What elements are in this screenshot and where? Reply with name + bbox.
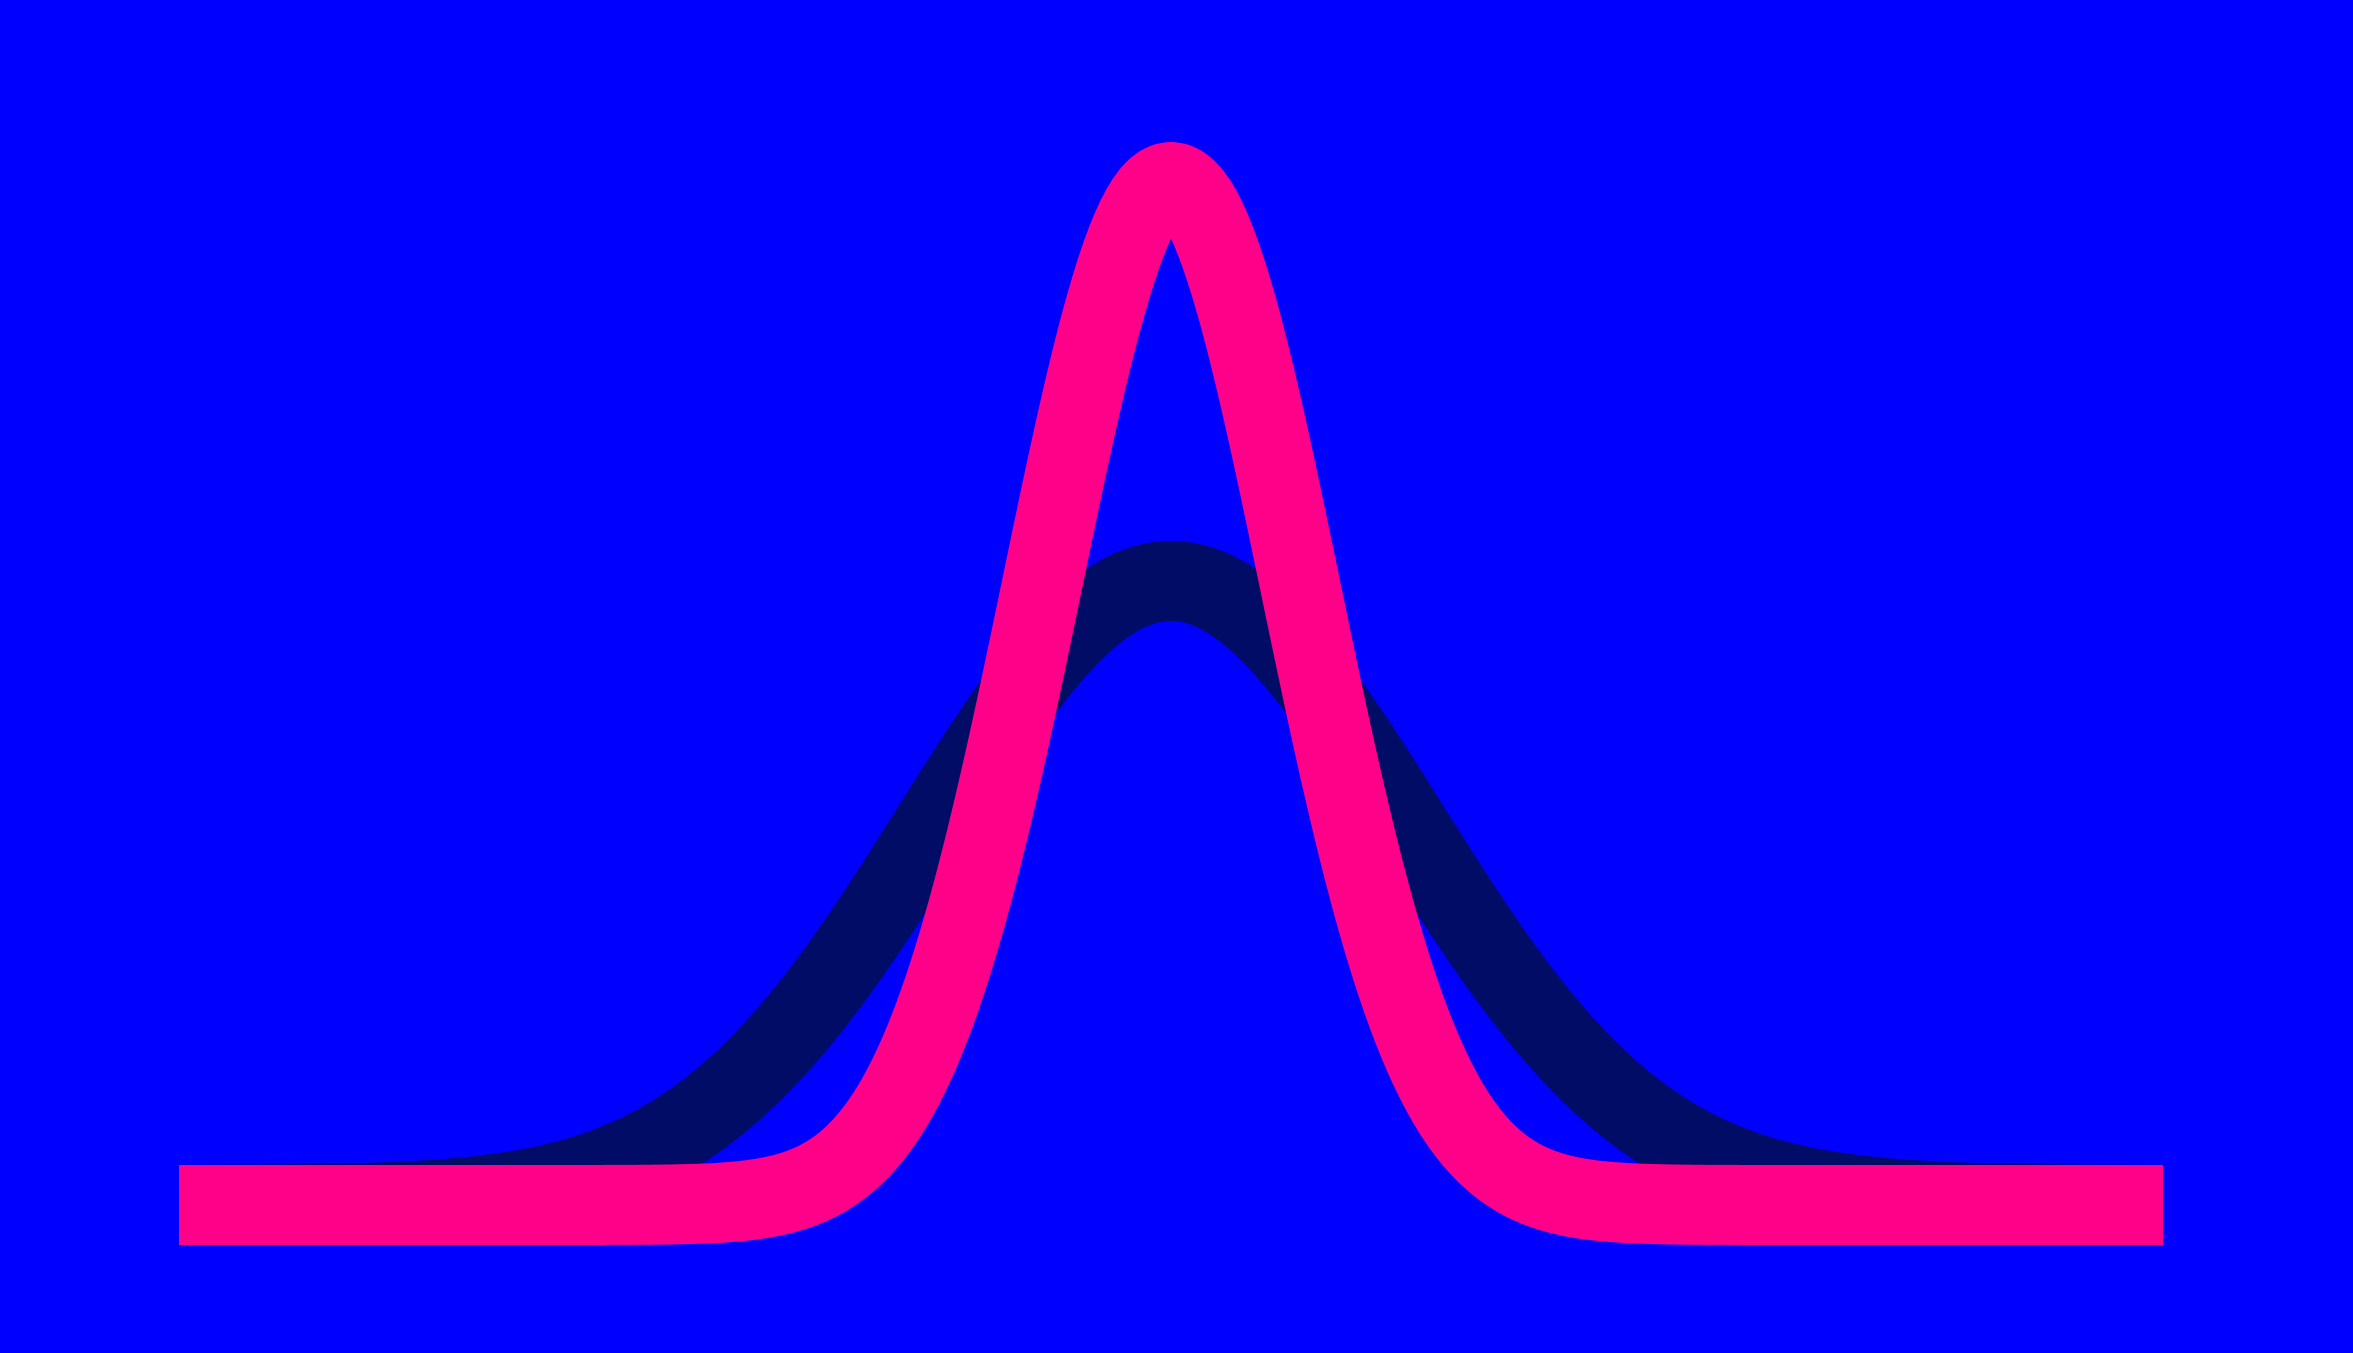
narrow-gaussian-curve — [143, 142, 2199, 1245]
series-layer — [143, 142, 2199, 1245]
